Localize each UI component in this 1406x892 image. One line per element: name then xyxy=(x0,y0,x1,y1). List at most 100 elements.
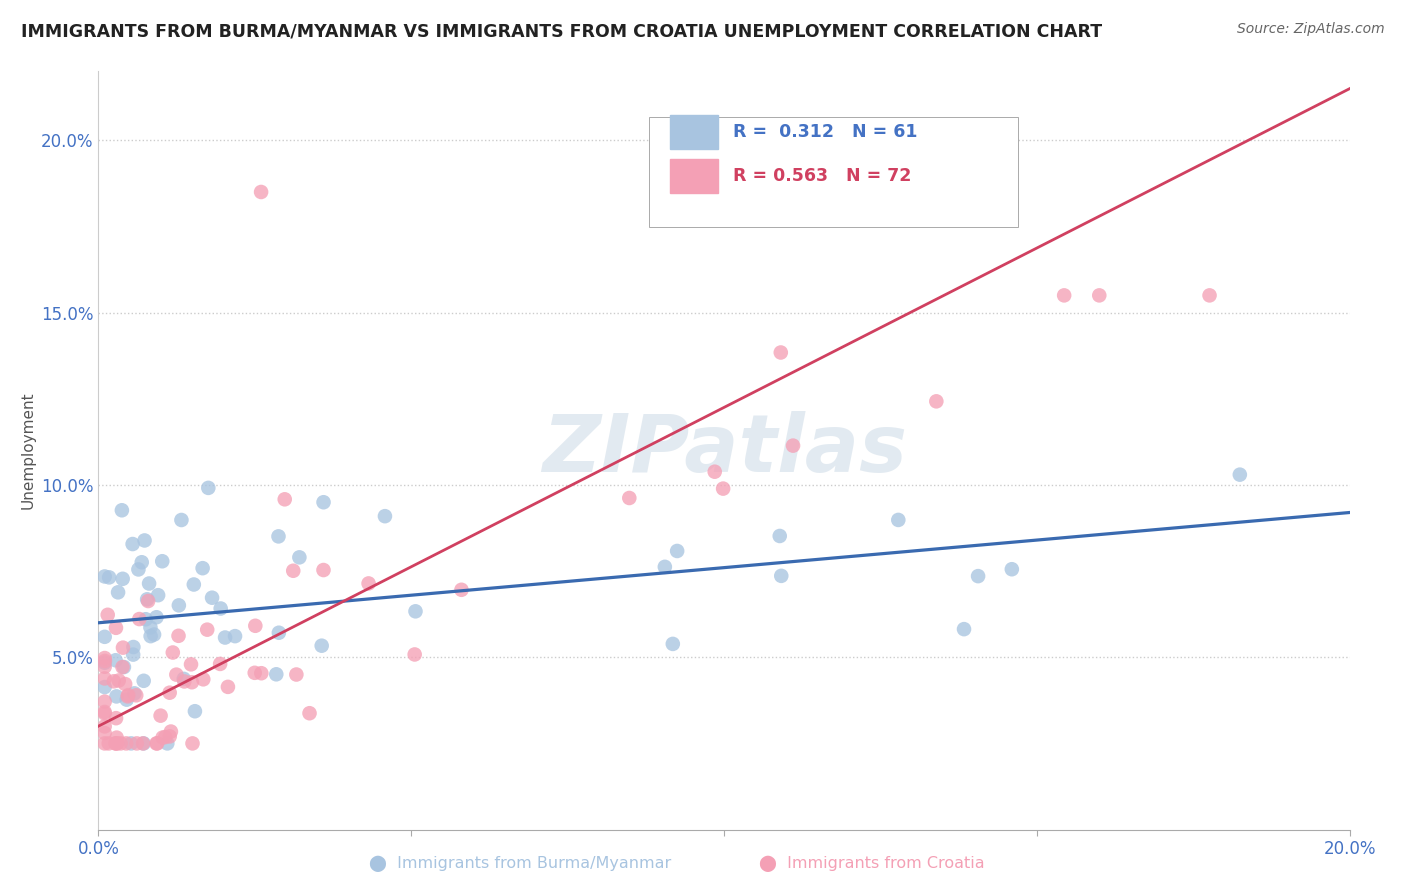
Y-axis label: Unemployment: Unemployment xyxy=(21,392,35,509)
Point xyxy=(619,491,641,505)
Point xyxy=(97,736,120,750)
Point xyxy=(250,666,273,681)
Bar xyxy=(671,159,718,193)
Point xyxy=(217,680,239,694)
Point xyxy=(112,660,135,674)
Point xyxy=(104,621,127,635)
Point xyxy=(93,719,115,733)
Point xyxy=(111,503,134,517)
Text: ZIPatlas: ZIPatlas xyxy=(541,411,907,490)
Point xyxy=(267,625,290,640)
Point xyxy=(145,610,167,624)
Point xyxy=(128,612,150,626)
Text: ⬤  Immigrants from Croatia: ⬤ Immigrants from Croatia xyxy=(759,856,984,872)
Point xyxy=(93,680,115,694)
Point xyxy=(311,639,333,653)
Point xyxy=(97,607,120,622)
Point xyxy=(105,690,128,704)
Point xyxy=(201,591,224,605)
Point xyxy=(180,675,202,690)
Point xyxy=(662,637,685,651)
Point xyxy=(197,481,219,495)
Point xyxy=(191,561,214,575)
Point xyxy=(274,492,297,507)
Point xyxy=(183,577,205,591)
Point xyxy=(124,686,146,700)
Point xyxy=(111,660,134,674)
Text: IMMIGRANTS FROM BURMA/MYANMAR VS IMMIGRANTS FROM CROATIA UNEMPLOYMENT CORRELATIO: IMMIGRANTS FROM BURMA/MYANMAR VS IMMIGRA… xyxy=(21,22,1102,40)
Point xyxy=(312,563,335,577)
Point xyxy=(127,562,149,576)
Point xyxy=(105,736,128,750)
Text: ⬤  Immigrants from Burma/Myanmar: ⬤ Immigrants from Burma/Myanmar xyxy=(370,856,671,872)
Point xyxy=(145,736,167,750)
Point xyxy=(703,465,725,479)
Point xyxy=(104,653,127,667)
Point xyxy=(266,667,288,681)
Point xyxy=(93,695,115,709)
Point xyxy=(132,736,155,750)
Point xyxy=(131,555,153,569)
Point xyxy=(173,672,195,686)
Point xyxy=(195,623,218,637)
Point xyxy=(115,692,138,706)
Point xyxy=(93,630,115,644)
Point xyxy=(193,673,215,687)
Point xyxy=(162,646,184,660)
Point xyxy=(160,724,183,739)
Point xyxy=(122,648,145,662)
Point xyxy=(181,736,204,750)
Point xyxy=(138,576,160,591)
Point xyxy=(146,588,169,602)
Point xyxy=(782,439,804,453)
Point xyxy=(167,599,190,613)
Point xyxy=(125,688,148,702)
Point xyxy=(105,731,128,745)
Point xyxy=(283,564,305,578)
Point xyxy=(209,601,232,615)
Point xyxy=(953,622,976,636)
Text: Source: ZipAtlas.com: Source: ZipAtlas.com xyxy=(1237,22,1385,37)
Point xyxy=(132,673,155,688)
Point xyxy=(93,569,115,583)
Point xyxy=(156,736,179,750)
Point xyxy=(132,736,155,750)
Point xyxy=(312,495,335,509)
Point xyxy=(769,529,792,543)
Point xyxy=(110,736,132,750)
Point xyxy=(104,736,127,750)
Point xyxy=(117,688,139,702)
Point xyxy=(1088,288,1111,302)
Point xyxy=(135,612,157,626)
Point xyxy=(117,690,139,704)
Point xyxy=(654,559,676,574)
Point xyxy=(159,686,181,700)
Point xyxy=(184,704,207,718)
Point xyxy=(267,529,290,543)
Point xyxy=(404,648,426,662)
Point xyxy=(98,570,121,584)
Point xyxy=(298,706,321,721)
Point xyxy=(173,674,195,689)
Point xyxy=(167,629,190,643)
Point xyxy=(170,513,193,527)
Point xyxy=(243,665,266,680)
Point xyxy=(94,654,117,668)
Point xyxy=(93,736,115,750)
Point xyxy=(285,667,308,681)
Point xyxy=(209,657,232,671)
Point xyxy=(107,673,129,688)
Point xyxy=(450,582,472,597)
Point xyxy=(245,619,267,633)
Point xyxy=(93,706,115,721)
Point xyxy=(115,736,138,750)
Point xyxy=(1198,288,1220,302)
Point xyxy=(357,576,380,591)
Bar xyxy=(671,115,718,150)
Point xyxy=(125,736,148,750)
Point xyxy=(136,594,159,608)
Point xyxy=(887,513,910,527)
Point xyxy=(711,482,734,496)
Point xyxy=(159,730,181,744)
Point xyxy=(224,629,246,643)
